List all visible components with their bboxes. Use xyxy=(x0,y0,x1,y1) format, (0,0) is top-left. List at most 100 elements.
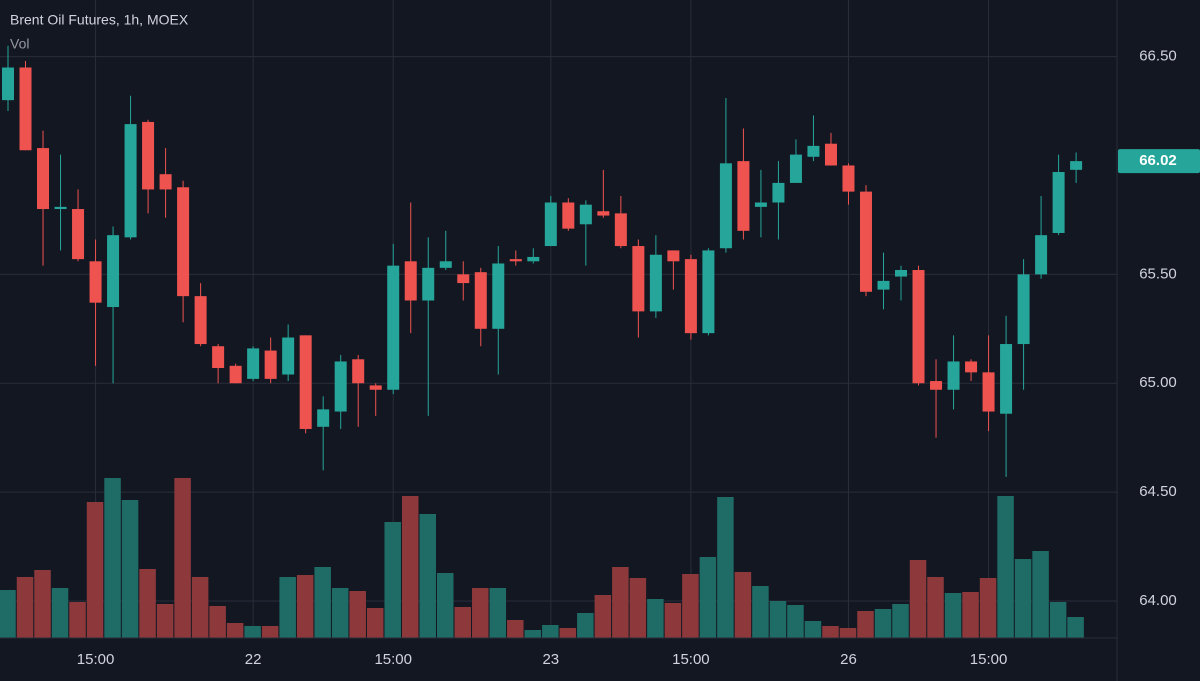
volume-bar xyxy=(594,595,612,638)
volume-bar xyxy=(296,575,314,638)
candle-body xyxy=(719,163,732,249)
candle-body xyxy=(369,385,382,390)
volume-bar xyxy=(944,593,962,638)
volume-bar xyxy=(542,625,559,638)
candle-body xyxy=(457,274,470,284)
candle-body xyxy=(597,211,610,216)
volume-bar xyxy=(1032,551,1049,638)
candles xyxy=(2,45,1083,477)
candle-body xyxy=(737,161,750,231)
volume-bar xyxy=(997,496,1014,638)
candle-body xyxy=(982,372,995,412)
candle-body xyxy=(124,124,137,238)
y-tick-label: 64.50 xyxy=(1139,483,1177,500)
volume-bar xyxy=(524,630,542,638)
volume-bar xyxy=(419,514,436,638)
volume-bar xyxy=(191,577,209,638)
volume-bar xyxy=(962,592,979,638)
candle-body xyxy=(177,187,190,297)
volume-bar xyxy=(664,603,682,638)
volume-bar xyxy=(366,608,384,638)
volume-bar xyxy=(1014,559,1032,638)
candle-body xyxy=(842,165,855,192)
volume-bar xyxy=(752,586,769,638)
candle-body xyxy=(89,261,102,303)
candle-body xyxy=(352,359,365,384)
candle-body xyxy=(544,202,557,247)
axes: 64.00 64.50 65.00 65.50 66.50 15:00 22 15:00 23 1… xyxy=(77,48,1200,668)
candle-body xyxy=(947,361,960,390)
volume-bar xyxy=(769,601,787,638)
volume-bar xyxy=(174,478,191,638)
candle-body xyxy=(2,67,14,101)
volume-bar xyxy=(384,522,401,638)
candle-body xyxy=(159,174,172,190)
candle-body xyxy=(492,263,505,329)
volume-bar xyxy=(1067,617,1084,638)
candle-body xyxy=(439,261,452,268)
candle-body xyxy=(72,209,85,260)
candle-body xyxy=(1017,274,1030,345)
volume-bar xyxy=(717,497,734,638)
y-tick-label: 65.00 xyxy=(1139,374,1177,391)
candle-body xyxy=(264,350,277,379)
last-price-label: 66.02 xyxy=(1139,152,1177,169)
volume-bar xyxy=(787,605,804,638)
volume-bar xyxy=(69,602,86,638)
x-tick-label: 15:00 xyxy=(374,651,412,668)
candle-body xyxy=(142,121,155,190)
candle-body xyxy=(229,365,242,384)
candle-body xyxy=(1052,172,1065,233)
volume-bar xyxy=(839,628,857,638)
candle-body xyxy=(877,280,890,290)
candle-body xyxy=(194,296,207,345)
volume-label: Vol xyxy=(10,36,29,52)
volume-bar xyxy=(401,496,419,638)
candle-body xyxy=(632,246,645,312)
candle-body xyxy=(404,261,417,301)
volume-bar xyxy=(874,609,892,638)
volume-bar xyxy=(209,606,226,638)
volume-bar xyxy=(51,588,69,638)
candle-body xyxy=(334,361,347,412)
volume-bar xyxy=(16,577,34,638)
volume-bar xyxy=(507,620,524,638)
volume-bar xyxy=(804,621,822,638)
candle-body xyxy=(527,256,540,262)
volume-bar xyxy=(314,567,331,638)
volume-bar xyxy=(226,623,244,638)
candle-body xyxy=(19,67,32,151)
candle-body xyxy=(247,348,260,379)
volume-bar xyxy=(436,573,454,638)
volume-bar xyxy=(682,574,699,638)
x-tick-label: 26 xyxy=(840,651,857,668)
x-tick-label: 23 xyxy=(542,651,559,668)
candle-body xyxy=(912,270,925,384)
candle-body xyxy=(1000,344,1013,414)
y-tick-label: 66.50 xyxy=(1139,48,1177,65)
candle-body xyxy=(807,145,820,157)
volume-bar xyxy=(349,591,366,638)
volume-bar xyxy=(454,607,472,638)
x-tick-label: 22 xyxy=(245,651,262,668)
x-tick-label: 15:00 xyxy=(672,651,710,668)
candle-body xyxy=(684,259,697,334)
candle-body xyxy=(474,272,487,329)
volume-bar xyxy=(857,611,874,638)
candle-body xyxy=(579,204,592,225)
candle-body xyxy=(930,381,943,390)
volume-bar xyxy=(104,478,121,638)
candle-body xyxy=(299,335,312,429)
volume-bar xyxy=(261,626,279,638)
volume-bar xyxy=(244,626,261,638)
volume-bar xyxy=(647,599,664,638)
candle-body xyxy=(212,346,225,368)
candle-body xyxy=(1035,235,1048,275)
volume-bar xyxy=(909,560,927,638)
volume-bar xyxy=(472,588,489,638)
candle-body xyxy=(614,213,627,247)
volume-bar xyxy=(279,577,296,638)
volume-bar xyxy=(489,588,507,638)
candle-body xyxy=(824,143,837,166)
